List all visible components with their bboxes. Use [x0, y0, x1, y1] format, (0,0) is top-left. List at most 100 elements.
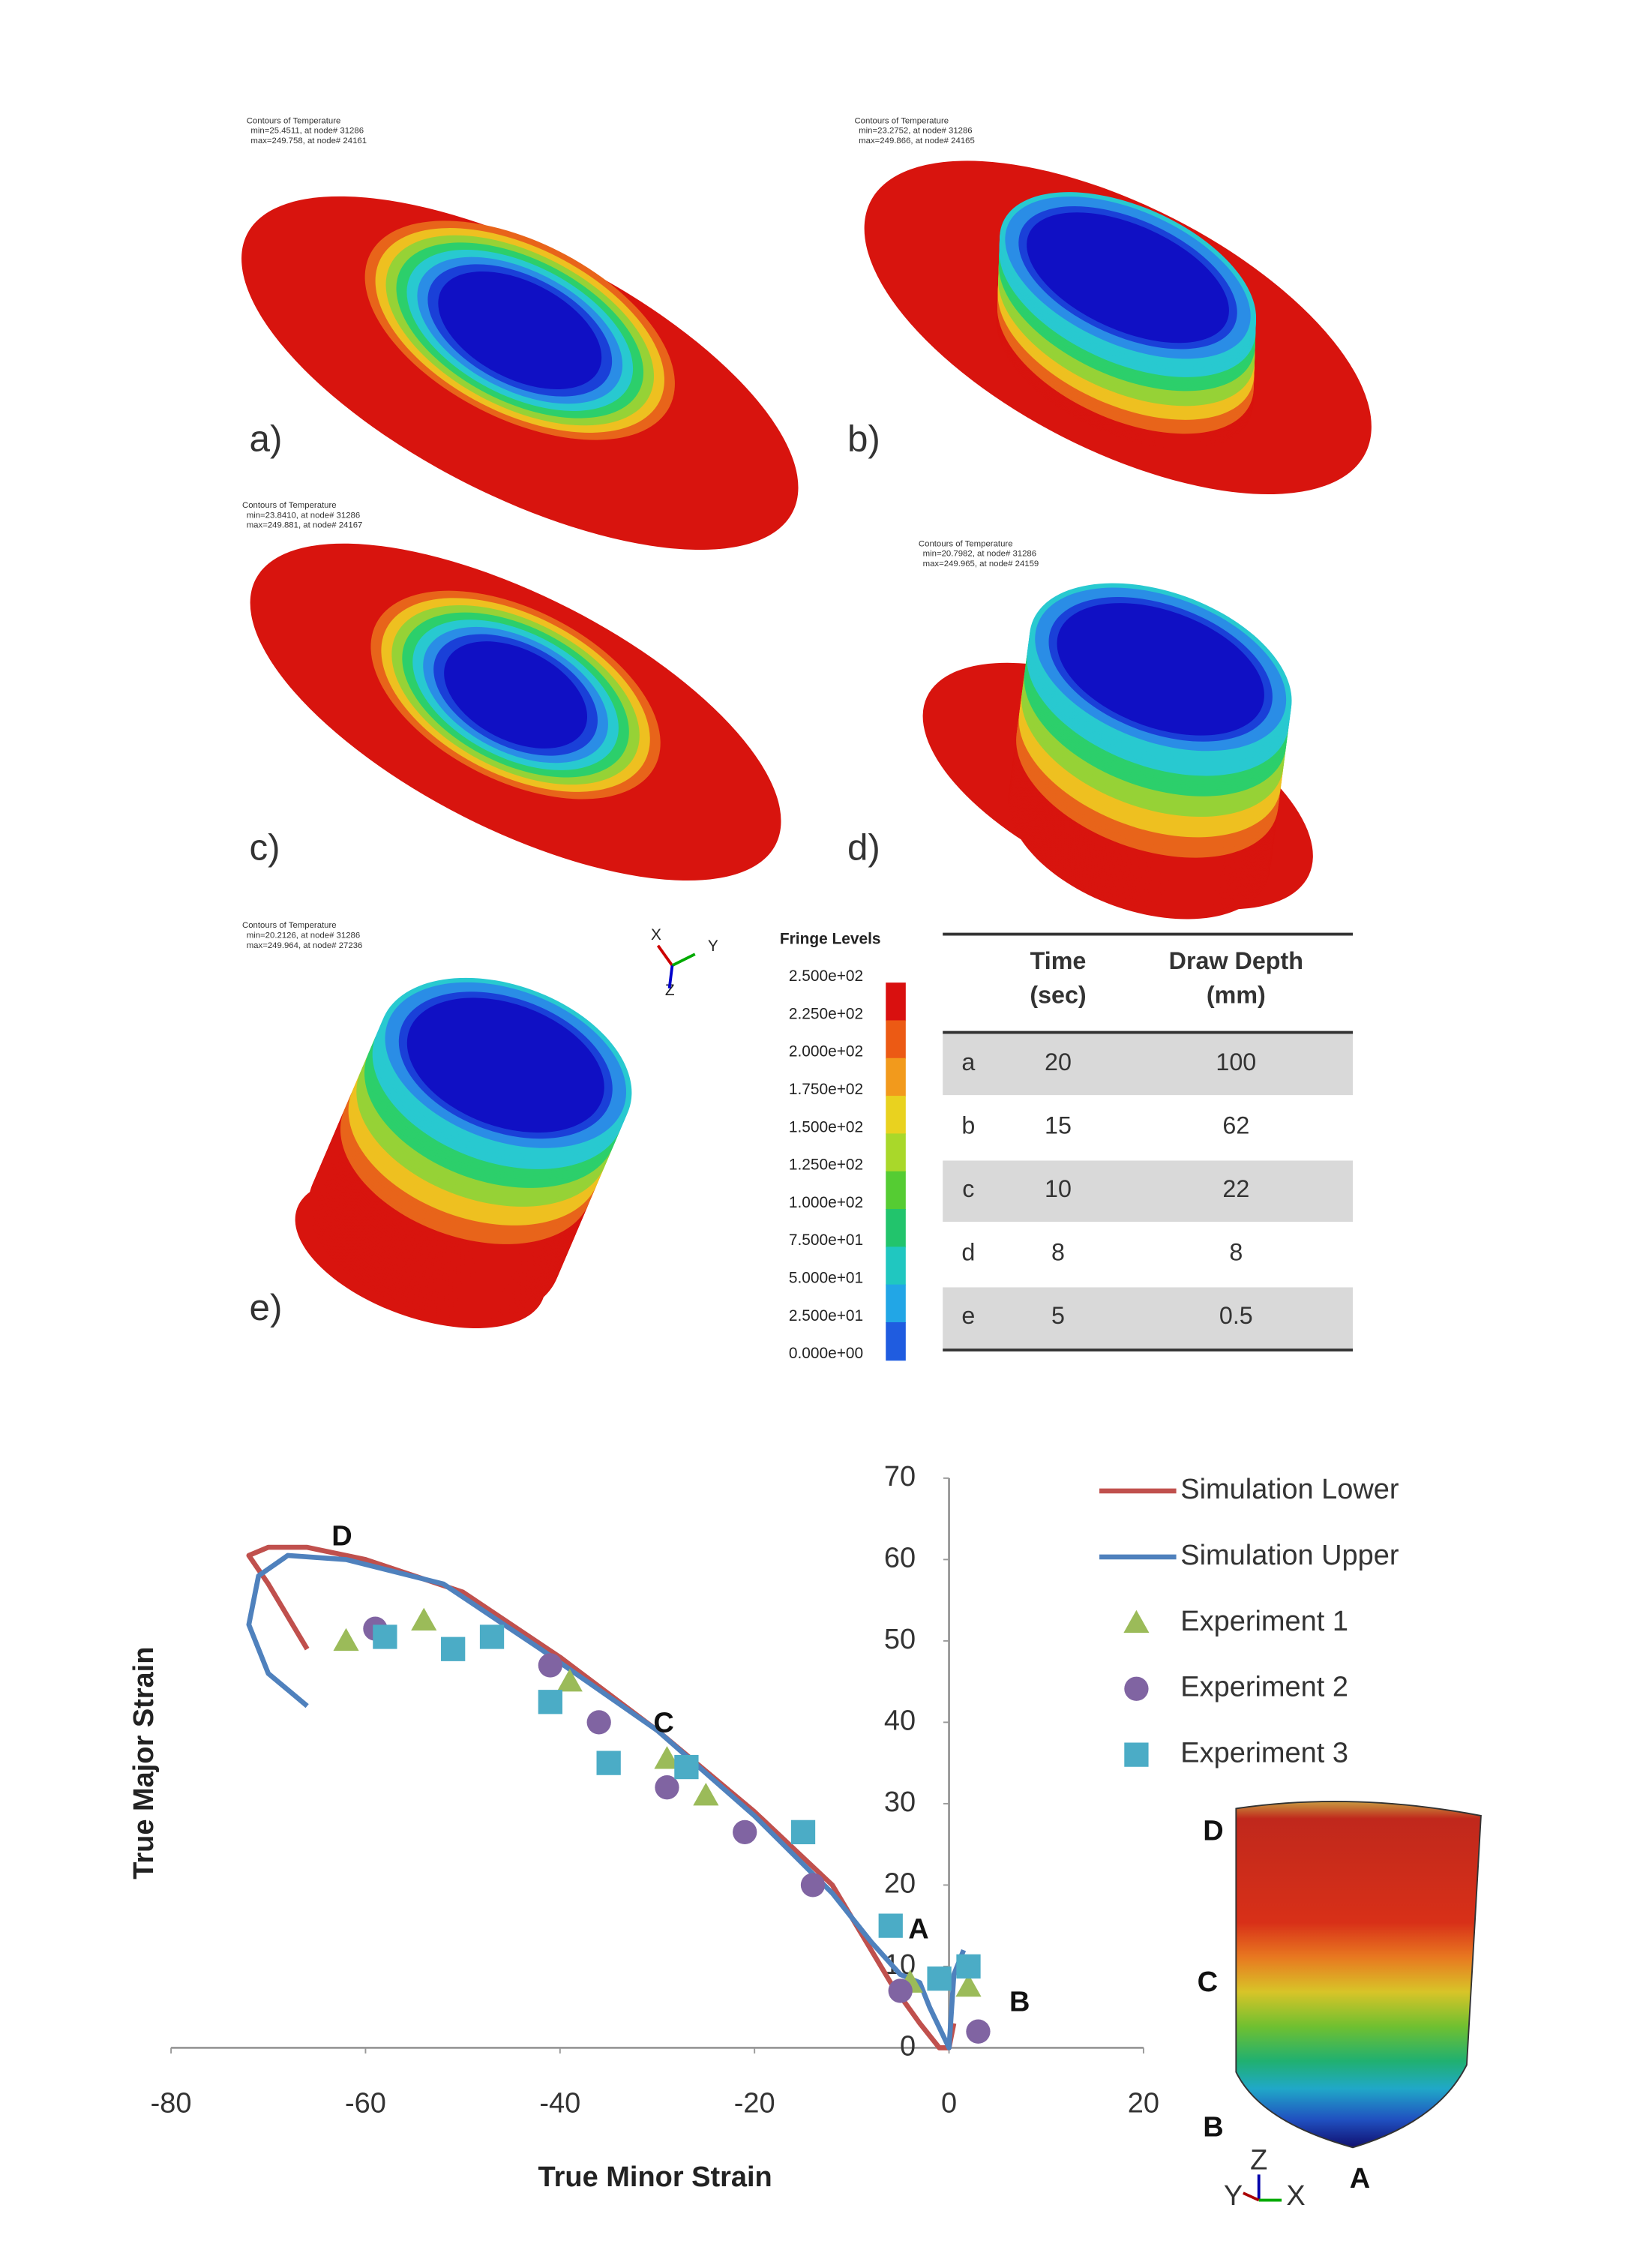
table-cell: d [961, 1238, 975, 1265]
fringe-level: 7.500e+01 [789, 1232, 863, 1249]
point [733, 1820, 757, 1844]
fringe-swatch [886, 1096, 906, 1135]
point [441, 1636, 466, 1661]
row-shade [943, 1034, 1354, 1096]
fringe-swatch [886, 1246, 906, 1286]
legend-marker [1124, 1676, 1149, 1701]
contour-text: max=249.866, at node# 24165 [859, 136, 975, 146]
content: a) Contours of Temperature min=25.4511, at… [128, 116, 1399, 2211]
table-header: Time [1030, 947, 1087, 974]
fringe-level: 2.500e+01 [789, 1307, 863, 1324]
point [955, 1973, 982, 1997]
point [411, 1607, 437, 1631]
x-tick-label: -60 [345, 2087, 386, 2119]
table-cell: a [961, 1048, 975, 1076]
inset-label: A [1350, 2163, 1370, 2194]
point [479, 1624, 505, 1649]
inset-triad-label: Z [1250, 2144, 1267, 2176]
fringe-swatch [886, 1171, 906, 1210]
table-cell: 20 [1045, 1048, 1072, 1076]
point [538, 1653, 562, 1678]
contour-text: Contours of Temperature [242, 921, 337, 930]
fringe-swatch [886, 1209, 906, 1248]
point [800, 1873, 826, 1898]
point [596, 1750, 621, 1775]
annotation: C [653, 1707, 673, 1738]
fringe-level: 2.250e+02 [789, 1005, 863, 1022]
point [586, 1710, 611, 1735]
legend-label: Experiment 1 [1180, 1606, 1348, 1637]
table-cell: 5 [1051, 1302, 1065, 1329]
x-tick-label: -80 [151, 2087, 192, 2119]
table-cell: 8 [1229, 1238, 1243, 1265]
contour-text: max=249.964, at node# 27236 [247, 941, 363, 950]
table-cell: 100 [1216, 1048, 1256, 1076]
point [333, 1628, 359, 1652]
inset-triad-label: Y [1224, 2180, 1243, 2212]
legend-marker [1123, 1610, 1150, 1634]
point [655, 1775, 679, 1800]
fringe-swatch [886, 982, 906, 1022]
legend-label: Simulation Upper [1180, 1540, 1399, 1571]
panel-label: d) [847, 827, 880, 868]
triad-axis [667, 965, 674, 988]
contour-text: max=249.881, at node# 24167 [247, 521, 363, 530]
contour-text: Contours of Temperature [242, 501, 337, 510]
fringe-swatch [886, 1058, 906, 1097]
legend-label: Experiment 3 [1180, 1738, 1348, 1769]
contour-text: min=23.8410, at node# 31286 [247, 511, 360, 520]
table-cell: c [962, 1175, 974, 1202]
y-tick-label: 20 [884, 1868, 916, 1899]
contour-text: Contours of Temperature [247, 116, 341, 125]
point [373, 1624, 397, 1649]
fringe-swatch [886, 1020, 906, 1059]
panel-label: a) [250, 418, 283, 460]
table-cell: 15 [1045, 1112, 1072, 1138]
fringe-level: 1.000e+02 [789, 1194, 863, 1211]
table-header: Draw Depth [1169, 947, 1303, 974]
inset-label: B [1203, 2112, 1223, 2144]
series-line [246, 1552, 967, 2050]
shape [1027, 212, 1229, 344]
contour-text: max=249.758, at node# 24161 [250, 136, 367, 146]
point [556, 1669, 583, 1692]
shape [438, 271, 602, 390]
panel-label: c) [250, 827, 280, 868]
annotation: B [1009, 1987, 1030, 2018]
fringe-level: 2.000e+02 [789, 1043, 863, 1060]
table-cell: 0.5 [1219, 1302, 1253, 1329]
point [654, 1746, 680, 1769]
row-shade [943, 1160, 1354, 1222]
x-tick-label: 0 [941, 2087, 957, 2119]
fringe-level: 0.000e+00 [789, 1345, 863, 1362]
y-tick-label: 60 [884, 1542, 916, 1574]
table-cell: b [961, 1112, 975, 1138]
inset-triad-label: X [1286, 2180, 1305, 2212]
shape [1057, 603, 1264, 736]
fringe-swatch [886, 1284, 906, 1323]
y-tick-label: 40 [884, 1705, 916, 1736]
point [674, 1754, 699, 1780]
point [966, 2019, 991, 2044]
contour-text: min=23.2752, at node# 31286 [859, 127, 972, 136]
table-cell: 10 [1045, 1175, 1072, 1202]
fringe-swatch [886, 1322, 906, 1361]
annotation: A [908, 1914, 928, 1946]
point [538, 1690, 562, 1714]
point [693, 1782, 719, 1806]
triad-label: X [651, 926, 661, 944]
point [790, 1820, 816, 1844]
x-axis-title: True Minor Strain [538, 2162, 772, 2193]
x-tick-label: 20 [1128, 2087, 1159, 2119]
y-tick-label: 0 [900, 2030, 916, 2062]
inset-label: C [1198, 1966, 1218, 1998]
contour-text: min=20.2126, at node# 31286 [247, 931, 360, 940]
legend-label: Experiment 2 [1180, 1672, 1348, 1703]
y-axis-title: True Major Strain [128, 1647, 160, 1880]
table-cell: e [961, 1302, 975, 1329]
table-header: (mm) [1207, 982, 1266, 1009]
x-tick-label: -40 [539, 2087, 580, 2119]
fringe-level: 2.500e+02 [789, 968, 863, 985]
inset-cup [1235, 1801, 1482, 2149]
